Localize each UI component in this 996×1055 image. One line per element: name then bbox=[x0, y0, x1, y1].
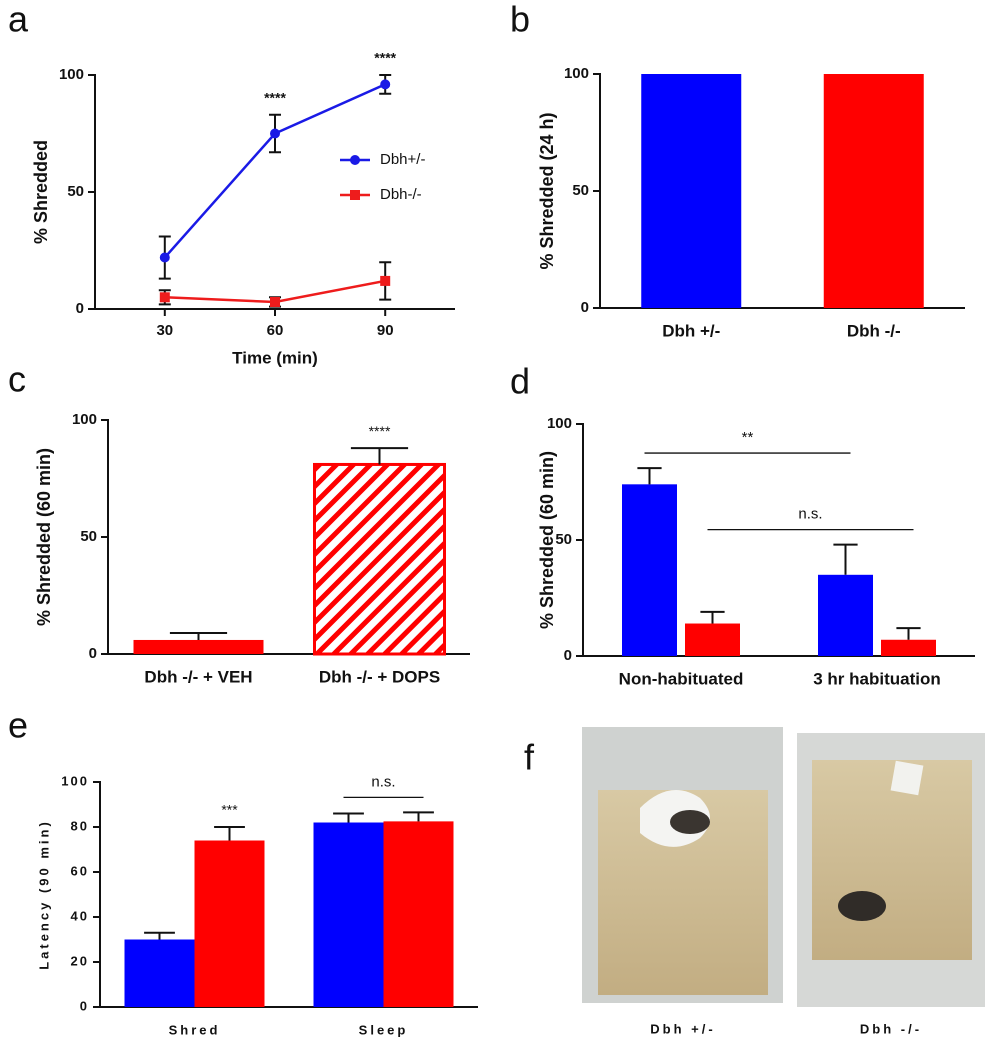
y-axis-label: Latency (90 min) bbox=[36, 819, 51, 970]
error-bar bbox=[403, 811, 434, 822]
bar bbox=[685, 623, 740, 656]
error-bar bbox=[169, 631, 228, 640]
nestlet bbox=[890, 760, 924, 796]
x-tick-label: 3 hr habituation bbox=[813, 669, 941, 688]
x-tick-label: Dbh -/- bbox=[847, 321, 901, 340]
error-bar bbox=[333, 812, 364, 823]
y-tick-label: 100 bbox=[59, 66, 84, 83]
photo-caption: Dbh +/- bbox=[650, 1021, 715, 1036]
y-axis-label: % Shredded bbox=[31, 140, 51, 244]
annotation: *** bbox=[221, 802, 238, 818]
y-tick-label: 80 bbox=[71, 818, 89, 833]
y-axis-label: % Shredded (24 h) bbox=[537, 112, 557, 269]
y-axis-label: % Shredded (60 min) bbox=[537, 451, 557, 629]
bar bbox=[313, 822, 384, 1007]
y-tick-label: 20 bbox=[71, 953, 89, 968]
x-tick-label: Dbh +/- bbox=[662, 321, 720, 340]
legend-marker bbox=[350, 190, 360, 200]
y-tick-label: 60 bbox=[71, 863, 89, 878]
annotation: **** bbox=[374, 50, 396, 66]
panel-letter: f bbox=[524, 737, 535, 778]
y-tick-label: 100 bbox=[72, 411, 97, 428]
mouse bbox=[670, 810, 710, 834]
bar bbox=[124, 939, 195, 1007]
x-axis-label: Time (min) bbox=[232, 348, 318, 367]
y-tick-label: 0 bbox=[80, 998, 89, 1013]
marker bbox=[159, 252, 170, 263]
x-tick-label: Sleep bbox=[359, 1022, 409, 1037]
bar bbox=[622, 484, 677, 656]
bracket-label: n.s. bbox=[798, 506, 822, 523]
marker bbox=[270, 296, 280, 307]
bedding bbox=[812, 760, 972, 960]
legend-label: Dbh-/- bbox=[380, 186, 422, 203]
marker bbox=[380, 79, 391, 90]
marker bbox=[159, 292, 170, 303]
error-bar bbox=[350, 447, 409, 465]
error-bar bbox=[214, 826, 245, 841]
x-tick-label: 30 bbox=[156, 322, 173, 339]
y-tick-label: 50 bbox=[572, 182, 589, 199]
bar bbox=[881, 639, 936, 656]
bar bbox=[818, 574, 873, 656]
bracket-label: n.s. bbox=[371, 773, 395, 790]
bar bbox=[383, 821, 454, 1007]
bar bbox=[313, 462, 446, 656]
bar bbox=[133, 639, 264, 654]
bar bbox=[194, 840, 265, 1007]
error-bar bbox=[833, 543, 858, 575]
error-bar bbox=[896, 627, 921, 640]
y-tick-label: 0 bbox=[76, 300, 84, 317]
y-tick-label: 50 bbox=[80, 528, 97, 545]
x-tick-label: 60 bbox=[267, 322, 284, 339]
y-tick-label: 0 bbox=[564, 647, 572, 664]
y-axis-label: % Shredded (60 min) bbox=[34, 448, 54, 626]
x-tick-label: Dbh -/- + VEH bbox=[144, 667, 252, 686]
x-tick-label: Dbh -/- + DOPS bbox=[319, 667, 440, 686]
y-tick-label: 50 bbox=[555, 531, 572, 548]
x-tick-label: 90 bbox=[377, 322, 394, 339]
series-line bbox=[163, 83, 386, 259]
annotation: **** bbox=[264, 89, 286, 105]
bar bbox=[641, 74, 742, 308]
y-tick-label: 0 bbox=[581, 299, 589, 316]
marker bbox=[270, 128, 280, 139]
panel-letter: a bbox=[8, 0, 29, 40]
y-tick-label: 50 bbox=[67, 183, 84, 200]
photo-caption: Dbh -/- bbox=[860, 1021, 922, 1036]
x-tick-label: Non-habituated bbox=[619, 669, 744, 688]
panel-letter: d bbox=[510, 361, 530, 402]
panel-letter: e bbox=[8, 705, 28, 746]
x-tick-label: Shred bbox=[169, 1022, 221, 1037]
error-bar bbox=[144, 931, 175, 940]
panel-letter: c bbox=[8, 359, 26, 400]
y-tick-label: 100 bbox=[564, 65, 589, 82]
error-bar bbox=[700, 610, 725, 624]
legend-marker bbox=[350, 155, 360, 165]
bracket-label: ** bbox=[742, 429, 754, 446]
error-bar bbox=[637, 467, 662, 485]
y-tick-label: 100 bbox=[61, 773, 89, 788]
bar bbox=[823, 74, 924, 308]
marker bbox=[380, 275, 391, 286]
y-tick-label: 100 bbox=[547, 415, 572, 432]
panel-letter: b bbox=[510, 0, 530, 40]
photo-panel bbox=[582, 727, 985, 1007]
y-tick-label: 0 bbox=[89, 645, 97, 662]
legend-label: Dbh+/- bbox=[380, 151, 425, 168]
annotation: **** bbox=[369, 423, 391, 439]
mouse bbox=[838, 891, 886, 921]
y-tick-label: 40 bbox=[71, 908, 89, 923]
